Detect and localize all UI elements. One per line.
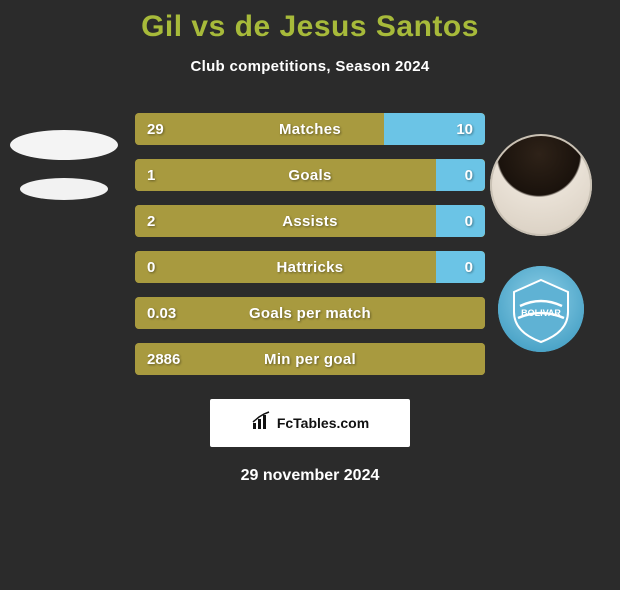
stat-row: 10Goals xyxy=(135,159,485,191)
stat-label: Goals xyxy=(135,159,485,191)
stat-label: Matches xyxy=(135,113,485,145)
footer-brand-badge: FcTables.com xyxy=(210,399,410,447)
stats-list: 2910Matches 10Goals 20Assists 00Hattricks 0.… xyxy=(135,113,485,375)
club-crest: BOLIVAR xyxy=(498,266,584,352)
brand-text: FcTables.com xyxy=(277,415,369,431)
subtitle: Club competitions, Season 2024 xyxy=(0,58,620,75)
page-title: Gil vs de Jesus Santos xyxy=(0,10,620,44)
right-avatars: BOLIVAR xyxy=(490,134,592,352)
stat-label: Min per goal xyxy=(135,343,485,375)
stat-label: Goals per match xyxy=(135,297,485,329)
stat-row: 2886Min per goal xyxy=(135,343,485,375)
crest-label: BOLIVAR xyxy=(521,308,561,318)
stat-label: Hattricks xyxy=(135,251,485,283)
footer-date: 29 november 2024 xyxy=(0,467,620,485)
left-avatars xyxy=(10,130,118,200)
player-avatar xyxy=(490,134,592,236)
stat-row: 00Hattricks xyxy=(135,251,485,283)
club-placeholder-oval xyxy=(20,178,108,200)
stat-row: 20Assists xyxy=(135,205,485,237)
brand-icon xyxy=(251,411,271,436)
player-placeholder-oval xyxy=(10,130,118,160)
stat-label: Assists xyxy=(135,205,485,237)
stat-row: 2910Matches xyxy=(135,113,485,145)
crest-icon: BOLIVAR xyxy=(498,266,584,352)
stat-row: 0.03Goals per match xyxy=(135,297,485,329)
